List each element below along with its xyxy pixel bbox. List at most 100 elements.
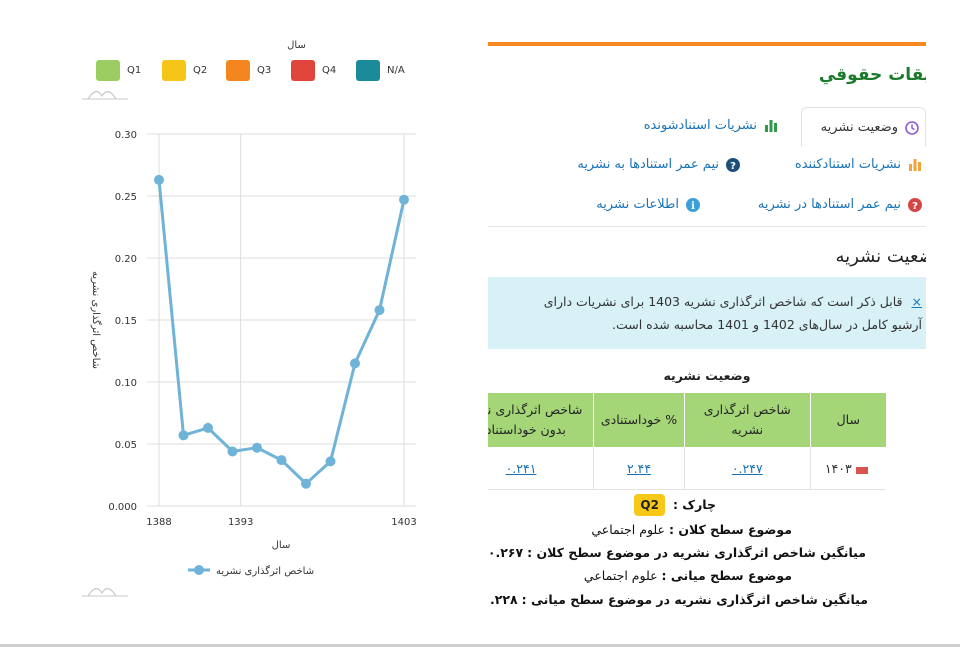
impact-link[interactable]: ۰.۲۴۷ (731, 460, 763, 476)
x-tick-label: 1388 (146, 517, 171, 528)
tab-journal-info-label: اطلاعات نشریه (596, 197, 679, 212)
chart-grid: 0.000 0.05 0.10 0.15 0.20 0.25 0.30 1388 1393 140… (108, 130, 416, 528)
col-header-impact-no-self: شاخص اثرگذاری نشریه بدون خوداستنادی (488, 393, 594, 447)
tab-half-life-in[interactable]: ? نیم عمر استنادها در نشریه (758, 197, 922, 212)
series-legend-label: شاخص اثرگذاری نشریه (216, 565, 314, 577)
data-point[interactable] (276, 455, 287, 466)
info-icon: i (686, 197, 700, 212)
legend-label-q4: Q4 (322, 65, 337, 76)
mid-subject-label: موضوع سطح میانی : (661, 568, 792, 583)
macro-avg-label: میانگین شاخص اثرگذاری نشریه در موضوع سطح… (527, 545, 866, 560)
x-axis-label: سال (272, 540, 291, 551)
data-point[interactable] (203, 422, 213, 433)
alert-close-button[interactable]: × (911, 294, 922, 309)
tab-journal-status-label: وضعیت نشریه (820, 120, 898, 135)
alert-line-1-wrap: × قابل ذکر است که شاخص اثرگذاری نشریه 14… (498, 290, 926, 313)
cell-year: ۱۴۰۳ (809, 447, 886, 490)
data-point[interactable] (154, 174, 164, 185)
data-point[interactable] (350, 358, 360, 369)
chart-logo-icon (82, 91, 128, 100)
data-point[interactable] (301, 478, 311, 489)
tab-cited-journals-label: نشریات استنادشونده (643, 118, 757, 133)
legend-item-q4[interactable]: Q4 (291, 60, 336, 81)
y-tick-label: 0.05 (115, 440, 137, 451)
mid-subject-value: علوم اجتماعي (583, 568, 658, 583)
cell-impact-no-self: ۰.۲۴۱ (488, 447, 594, 490)
data-point[interactable] (399, 194, 409, 205)
table-row: ۱۴۰۳ ۰.۲۴۷ ۲.۴۴ ۰.۲۴۱ (488, 447, 886, 490)
svg-text:?: ? (912, 201, 918, 212)
legend-label-na: N/A (387, 65, 405, 76)
bottom-divider (0, 644, 960, 647)
data-point[interactable] (374, 305, 385, 316)
x-tick-label: 1403 (391, 517, 416, 528)
tab-half-life-to-label: نیم عمر استنادها به نشریه (577, 157, 719, 172)
clock-icon (905, 120, 919, 135)
status-table: سال شاخص اثرگذاری نشریه % خوداستنادی شاخ… (488, 393, 886, 490)
chart-panel: سال Q1 Q2 Q3 Q4 N/A 0.000 0.05 0.10 0.15 0 (82, 40, 417, 597)
y-axis-label: شاخص اثرگذاری نشریه (90, 271, 102, 369)
tab-cited-journals[interactable]: نشریات استنادشونده (644, 118, 778, 133)
status-heading: ضعیت نشریه (835, 246, 926, 267)
chart-logo-icon-bottom (82, 588, 128, 597)
legend-label-q3: Q3 (257, 65, 272, 76)
y-tick-label: 0.000 (108, 502, 137, 513)
info-alert: × قابل ذکر است که شاخص اثرگذاری نشریه 14… (488, 277, 926, 349)
mid-subject-line: موضوع سطح میانی : علوم اجتماعي (584, 568, 792, 583)
cell-self-cite: ۲.۴۴ (592, 447, 685, 490)
impact-no-self-link[interactable]: ۰.۲۴۱ (505, 460, 537, 476)
line-chart: 0.000 0.05 0.10 0.15 0.20 0.25 0.30 1388 1393 140… (90, 130, 417, 577)
data-point[interactable] (325, 456, 336, 467)
y-tick-label: 0.25 (115, 192, 137, 203)
legend-title: سال (287, 40, 306, 51)
series-line (157, 179, 406, 486)
tab-half-life-to[interactable]: ? نیم عمر استنادها به نشریه (577, 157, 740, 172)
data-point[interactable] (178, 430, 189, 441)
legend-item-q2[interactable]: Q2 (162, 60, 207, 81)
col-header-year: سال (809, 393, 886, 447)
cell-impact: ۰.۲۴۷ (684, 447, 811, 490)
question-icon: ? (726, 157, 740, 172)
col-header-impact: شاخص اثرگذاری نشریه (684, 393, 811, 447)
mid-avg-label: میانگین شاخص اثرگذاری نشریه در موضوع سطح… (521, 592, 868, 607)
macro-subject-label: موضوع سطح کلان : (669, 522, 792, 537)
quartile-line: چارک : Q2 (634, 494, 716, 516)
x-tick-label: 1393 (228, 517, 253, 528)
flag-icon (855, 464, 868, 474)
tab-citing-journals[interactable]: نشریات استنادکننده (795, 157, 922, 172)
series-legend[interactable]: شاخص اثرگذاری نشریه (188, 565, 314, 577)
quartile-badge: Q2 (634, 494, 665, 516)
self-cite-link[interactable]: ۲.۴۴ (626, 460, 652, 476)
alert-line-2: آرشیو کامل در سال‌های 1402 و 1401 محاسبه… (611, 317, 922, 332)
tab-journal-status[interactable]: وضعیت نشریه (801, 107, 926, 147)
legend-swatch-q2 (162, 60, 186, 81)
nav-divider (488, 226, 926, 227)
tab-citing-journals-label: نشریات استنادکننده (794, 157, 901, 172)
bar-chart-orange-icon (908, 158, 922, 171)
legend-item-na[interactable]: N/A (356, 60, 405, 81)
y-tick-label: 0.30 (115, 130, 137, 141)
quartile-label: چارک : (672, 497, 716, 512)
mid-avg-line: میانگین شاخص اثرگذاری نشریه در موضوع سطح… (488, 592, 868, 607)
svg-text:i: i (691, 201, 695, 212)
macro-subject-value: علوم اجتماعي (591, 522, 666, 537)
accent-bar (488, 42, 926, 46)
legend-item-q1[interactable]: Q1 (96, 60, 141, 81)
tab-journal-info[interactable]: i اطلاعات نشریه (596, 197, 700, 212)
macro-avg-line: میانگین شاخص اثرگذاری نشریه در موضوع سطح… (488, 545, 866, 560)
series-legend-marker (194, 565, 204, 575)
legend-swatch-q4 (291, 60, 315, 81)
tab-half-life-in-label: نیم عمر استنادها در نشریه (757, 197, 901, 212)
data-point[interactable] (227, 446, 238, 457)
chart-series (154, 174, 409, 489)
section-title: قیقات حقوقي (818, 65, 926, 85)
legend-item-q3[interactable]: Q3 (226, 60, 271, 81)
legend-swatch-na (356, 60, 380, 81)
legend-swatch-q3 (226, 60, 250, 81)
macro-avg-value: ۰.۲۶۷ (488, 545, 524, 560)
svg-text:?: ? (730, 161, 736, 172)
alert-line-1: قابل ذکر است که شاخص اثرگذاری نشریه 1403… (543, 294, 903, 309)
data-point[interactable] (252, 442, 262, 453)
table-caption: وضعیت نشریه (663, 368, 751, 383)
legend-swatch-q1 (96, 60, 120, 81)
